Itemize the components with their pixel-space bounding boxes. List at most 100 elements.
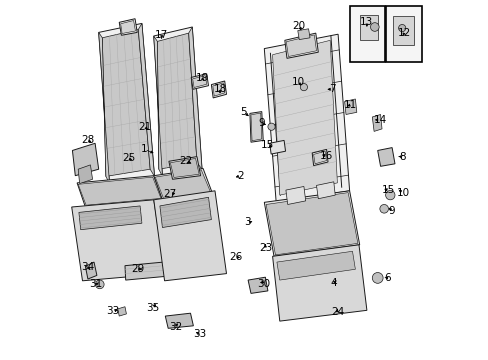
Polygon shape [170, 158, 199, 177]
Polygon shape [265, 193, 357, 255]
Polygon shape [165, 313, 193, 328]
FancyBboxPatch shape [349, 6, 384, 62]
Text: 22: 22 [179, 156, 192, 166]
Polygon shape [102, 30, 150, 176]
Polygon shape [297, 29, 309, 40]
Polygon shape [168, 157, 200, 179]
Polygon shape [212, 83, 224, 96]
Polygon shape [316, 182, 335, 199]
Polygon shape [72, 143, 99, 176]
Circle shape [385, 190, 394, 200]
Text: 10: 10 [291, 77, 304, 87]
Text: 17: 17 [155, 30, 168, 40]
Text: 15: 15 [261, 140, 274, 150]
Polygon shape [125, 257, 215, 280]
Polygon shape [85, 262, 97, 279]
Polygon shape [276, 251, 355, 280]
Text: 11: 11 [343, 100, 356, 110]
Polygon shape [78, 165, 92, 184]
Polygon shape [153, 168, 213, 200]
Polygon shape [99, 32, 109, 184]
Polygon shape [99, 23, 154, 184]
Text: 33: 33 [192, 329, 206, 339]
Polygon shape [118, 307, 126, 316]
Text: 34: 34 [81, 262, 94, 272]
Text: 31: 31 [89, 279, 102, 289]
Polygon shape [264, 191, 359, 256]
Polygon shape [313, 151, 326, 164]
Text: 4: 4 [330, 278, 336, 288]
Polygon shape [157, 33, 197, 169]
FancyBboxPatch shape [386, 6, 421, 62]
Text: 32: 32 [168, 322, 182, 332]
Text: 9: 9 [258, 118, 264, 129]
Text: 16: 16 [319, 151, 332, 161]
Polygon shape [285, 186, 305, 204]
Circle shape [379, 204, 387, 213]
Polygon shape [249, 112, 263, 142]
Text: 35: 35 [146, 303, 159, 313]
Polygon shape [264, 34, 349, 202]
Text: 12: 12 [397, 28, 410, 38]
Text: 26: 26 [228, 252, 242, 262]
Text: 24: 24 [330, 307, 343, 318]
Text: 9: 9 [388, 206, 395, 216]
Polygon shape [211, 81, 226, 98]
Polygon shape [344, 99, 356, 114]
Text: 19: 19 [195, 73, 208, 84]
Text: 15: 15 [381, 185, 394, 195]
Text: 30: 30 [256, 279, 269, 289]
Polygon shape [78, 177, 161, 205]
Polygon shape [250, 113, 261, 141]
Polygon shape [72, 200, 165, 281]
Polygon shape [153, 27, 202, 176]
Text: 28: 28 [81, 135, 94, 145]
Polygon shape [247, 277, 267, 293]
Polygon shape [155, 170, 212, 198]
Polygon shape [392, 16, 413, 45]
Text: 20: 20 [292, 21, 305, 31]
Text: 25: 25 [122, 153, 135, 163]
Text: 21: 21 [138, 122, 151, 132]
Polygon shape [153, 191, 226, 281]
Circle shape [300, 84, 307, 91]
Polygon shape [371, 114, 381, 131]
Circle shape [267, 123, 275, 130]
Polygon shape [284, 33, 318, 58]
Polygon shape [311, 149, 327, 166]
Polygon shape [121, 21, 135, 33]
Circle shape [398, 24, 405, 32]
Polygon shape [79, 206, 142, 230]
Text: 7: 7 [329, 84, 335, 94]
Polygon shape [272, 245, 366, 321]
Polygon shape [269, 140, 285, 154]
Polygon shape [192, 76, 206, 87]
Polygon shape [285, 35, 316, 57]
Text: 5: 5 [240, 107, 246, 117]
Circle shape [371, 273, 382, 283]
Polygon shape [359, 15, 377, 40]
Polygon shape [191, 74, 208, 89]
Polygon shape [377, 148, 394, 166]
Text: 1: 1 [141, 144, 147, 154]
Text: 2: 2 [236, 171, 243, 181]
Text: 13: 13 [360, 17, 373, 27]
Polygon shape [119, 19, 137, 35]
Polygon shape [272, 40, 337, 195]
Text: 23: 23 [258, 243, 271, 253]
Text: 6: 6 [384, 273, 390, 283]
Circle shape [370, 23, 378, 31]
Text: 27: 27 [163, 189, 176, 199]
Text: 14: 14 [373, 115, 386, 125]
Text: 18: 18 [213, 84, 226, 94]
Polygon shape [153, 36, 162, 176]
Text: 10: 10 [396, 188, 408, 198]
Polygon shape [160, 197, 211, 228]
Polygon shape [138, 23, 154, 176]
Polygon shape [188, 27, 202, 169]
Text: 33: 33 [106, 306, 120, 316]
Polygon shape [77, 176, 162, 207]
Text: 8: 8 [398, 152, 405, 162]
Circle shape [95, 280, 104, 289]
Text: 29: 29 [131, 264, 144, 274]
